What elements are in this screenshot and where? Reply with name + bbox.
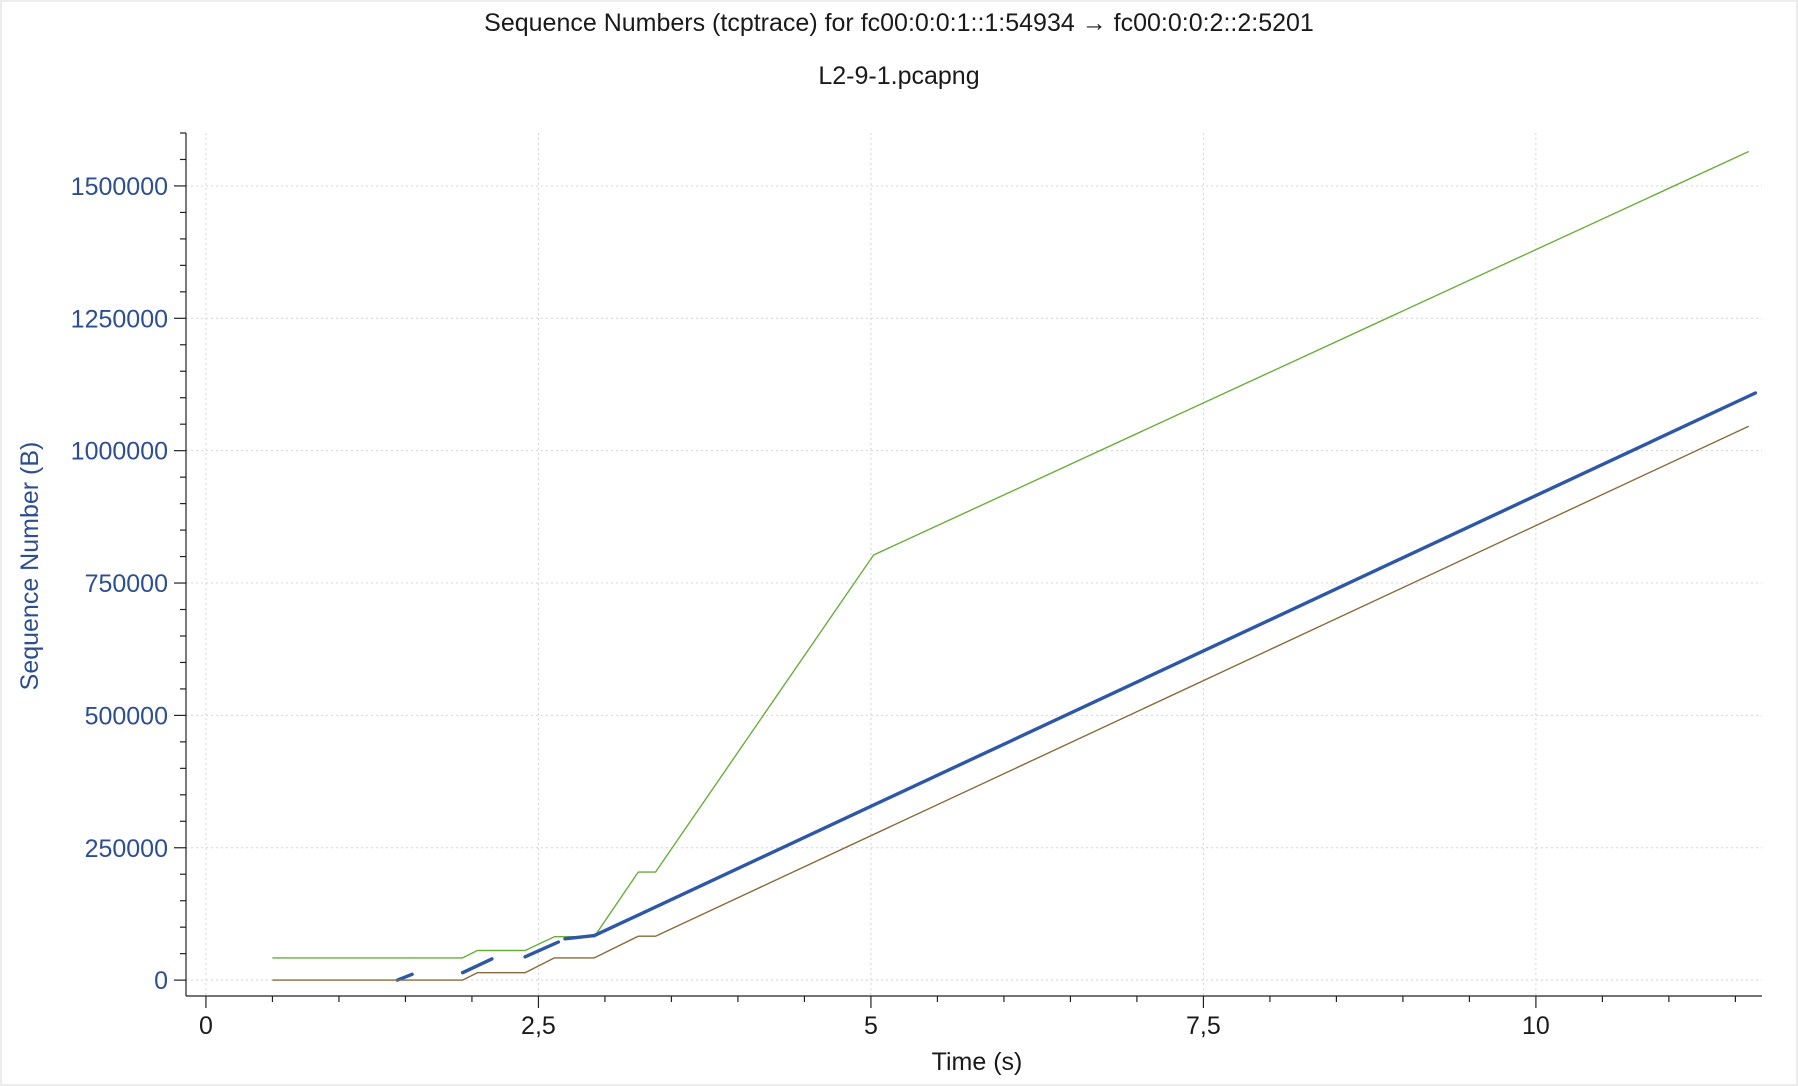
y-axis-title: Sequence Number (B) [16,442,44,691]
y-tick-label-3: 750000 [85,570,168,598]
x-tick-label-2: 5 [864,1012,878,1040]
sequence-segment-1 [460,957,494,975]
axes-layer [174,132,1762,1008]
y-tick-label-2: 500000 [85,702,168,730]
sequence-segment-0 [395,972,414,982]
y-tick-label-5: 1250000 [71,305,168,333]
y-tick-label-6: 1500000 [71,173,168,201]
y-tick-label-4: 1000000 [71,438,168,466]
tick-labels: 0 2,5 5 7,5 10 0 250000 500000 750000 1000000 1250… [71,173,1550,1040]
receive-window-line [272,150,1749,959]
y-tick-label-0: 0 [154,967,168,995]
grid-layer [186,133,1762,996]
x-tick-label-1: 2,5 [521,1012,556,1040]
x-tick-label-0: 0 [199,1012,213,1040]
x-tick-label-3: 7,5 [1186,1012,1221,1040]
sequence-segment-4 [592,391,1758,938]
chart-title: Sequence Numbers (tcptrace) for fc00:0:0… [484,9,1314,37]
x-tick-label-4: 10 [1522,1012,1550,1040]
y-tick-label-1: 250000 [85,835,168,863]
sequence-segment-3 [563,933,596,941]
ack-line [272,425,1749,981]
sequence-segment-2 [523,940,561,959]
x-axis-title: Time (s) [932,1048,1023,1076]
chart-subtitle: L2-9-1.pcapng [818,62,980,90]
series-layer [272,150,1758,982]
